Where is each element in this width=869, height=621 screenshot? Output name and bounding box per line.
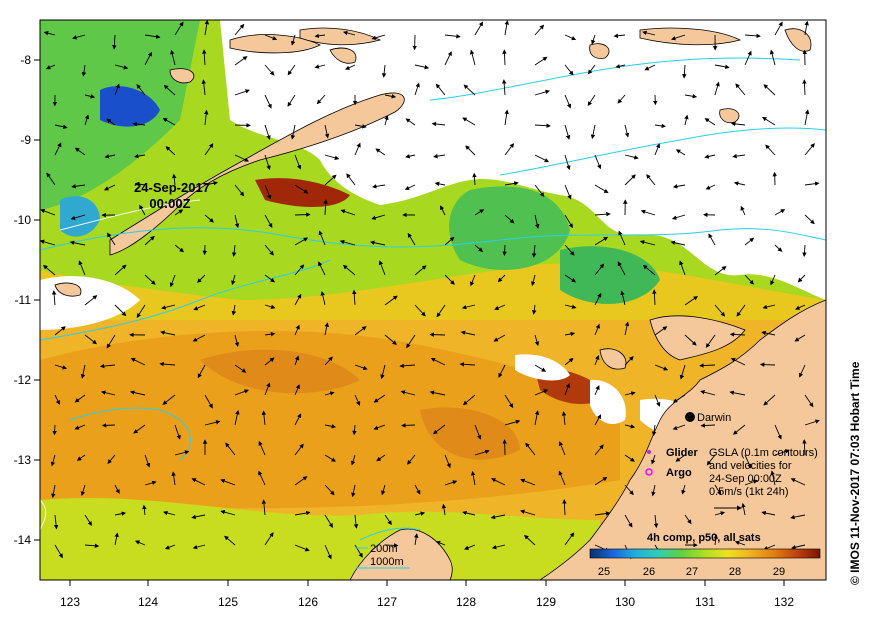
colorbar-tick-28: 28 [729,566,741,578]
lat-label-13: -13 [14,453,32,467]
darwin-marker [685,412,695,422]
darwin-label: Darwin [697,412,731,424]
lat-label-10: -10 [14,213,32,227]
colorbar-tick-26: 26 [643,566,655,578]
lon-label-124: 124 [138,595,158,609]
gsla-legend-line2: and velocities for [709,460,792,472]
lon-label-132: 132 [774,595,794,609]
velocity-arrow [504,245,505,255]
imos-credit: © IMOS 11-Nov-2017 07:03 Hobart Time [848,362,862,585]
gsla-legend-line4: 0.5m/s (1kt 24h) [709,486,788,498]
colorbar-title: 4h comp, p50, all sats [647,532,761,544]
lat-label-8: -8 [20,53,31,67]
lon-label-125: 125 [218,595,238,609]
isobath-legend-1000m: 1000m [370,556,404,568]
map-time: 00:00Z [149,196,190,211]
lon-label-131: 131 [695,595,715,609]
velocity-arrow [103,425,115,426]
velocity-arrow [402,425,415,426]
colorbar-tick-25: 25 [598,566,610,578]
velocity-arrow [761,365,775,366]
glider-label: Glider [666,447,699,459]
colorbar-tick-27: 27 [686,566,698,578]
lon-label-128: 128 [456,595,476,609]
velocity-arrow [295,215,310,216]
gsla-legend-line3: 24-Sep 00:00Z [709,473,782,485]
velocity-arrow [54,425,55,435]
lat-label-12: -12 [14,373,32,387]
colorbar-gradient [590,549,820,558]
lon-label-126: 126 [298,595,318,609]
isobath-legend-200m: 200m [370,543,398,555]
lon-label-130: 130 [615,595,635,609]
gsla-legend-line1: GSLA (0.1m contours) [709,447,818,459]
lon-label-123: 123 [60,595,80,609]
argo-label: Argo [666,467,692,479]
lat-label-9: -9 [20,133,31,147]
lon-label-127: 127 [377,595,397,609]
lon-label-129: 129 [536,595,556,609]
colorbar-tick-29: 29 [773,566,785,578]
glider-marker [647,450,651,454]
map-date: 24-Sep-2017 [134,180,210,195]
lat-label-14: -14 [14,533,32,547]
lat-label-11: -11 [15,293,32,307]
velocity-arrow [430,335,445,336]
